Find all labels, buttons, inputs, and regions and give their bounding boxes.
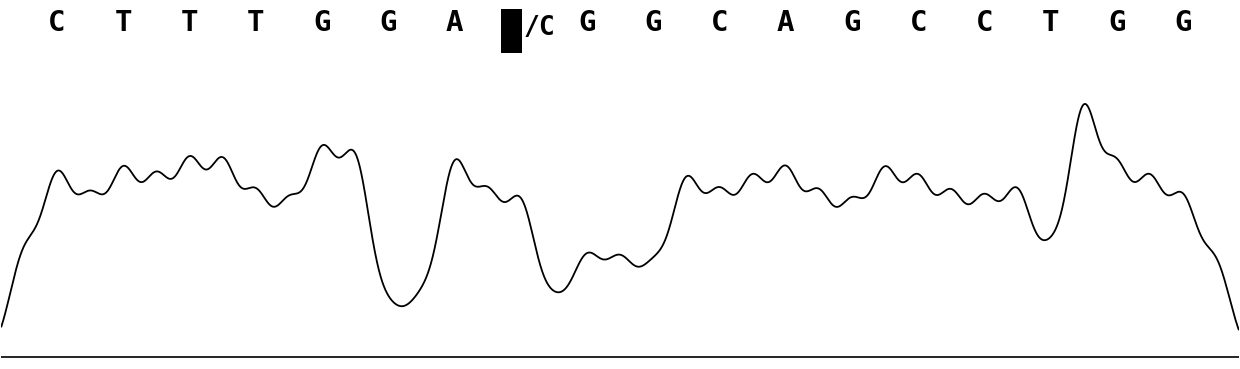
Text: G: G bbox=[379, 9, 397, 37]
Text: T: T bbox=[114, 9, 131, 37]
Text: G: G bbox=[312, 9, 331, 37]
Text: C: C bbox=[976, 9, 993, 37]
Text: /C: /C bbox=[523, 15, 556, 41]
Text: G: G bbox=[1109, 9, 1126, 37]
Text: T: T bbox=[181, 9, 198, 37]
Text: C: C bbox=[711, 9, 728, 37]
Text: C: C bbox=[48, 9, 66, 37]
FancyBboxPatch shape bbox=[501, 9, 522, 53]
Text: G: G bbox=[645, 9, 662, 37]
Text: T: T bbox=[247, 9, 264, 37]
Text: C: C bbox=[909, 9, 928, 37]
Text: T: T bbox=[1042, 9, 1059, 37]
Text: A: A bbox=[445, 9, 463, 37]
Text: A: A bbox=[777, 9, 795, 37]
Text: G: G bbox=[843, 9, 861, 37]
Text: G: G bbox=[578, 9, 595, 37]
Text: G: G bbox=[1174, 9, 1192, 37]
